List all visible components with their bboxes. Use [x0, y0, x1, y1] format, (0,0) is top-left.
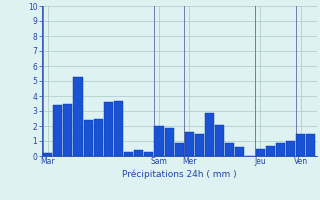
Bar — [124, 152, 133, 156]
Bar — [104, 102, 113, 156]
Bar — [53, 105, 62, 156]
Bar — [205, 112, 214, 156]
Bar — [225, 142, 234, 156]
Bar — [286, 141, 295, 156]
Bar — [43, 153, 52, 156]
Bar — [94, 118, 103, 156]
X-axis label: Précipitations 24h ( mm ): Précipitations 24h ( mm ) — [122, 169, 236, 179]
Bar — [144, 152, 153, 156]
Bar — [175, 142, 184, 156]
Bar — [185, 132, 194, 156]
Bar — [276, 142, 285, 156]
Bar — [256, 148, 265, 156]
Bar — [306, 134, 315, 156]
Bar — [235, 147, 244, 156]
Bar — [134, 150, 143, 156]
Bar — [155, 126, 164, 156]
Bar — [215, 124, 224, 156]
Bar — [84, 120, 93, 156]
Bar — [266, 146, 275, 156]
Bar — [114, 100, 123, 156]
Bar — [74, 76, 83, 156]
Bar — [63, 104, 72, 156]
Bar — [195, 134, 204, 156]
Bar — [164, 128, 174, 156]
Bar — [296, 134, 305, 156]
